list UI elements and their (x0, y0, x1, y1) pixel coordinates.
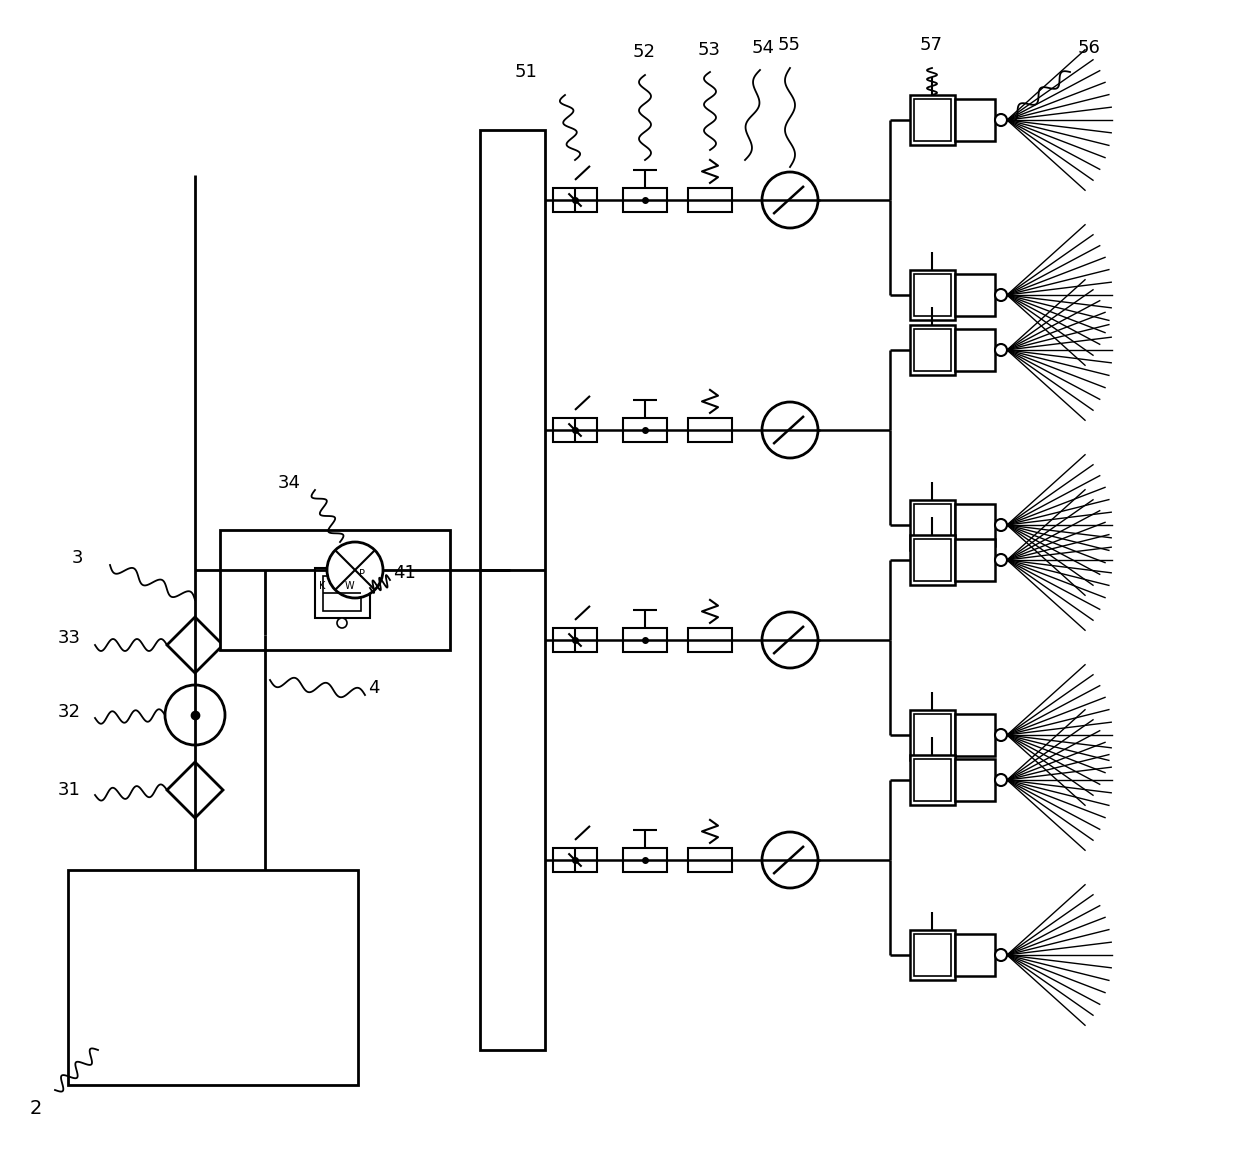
Circle shape (995, 554, 1007, 566)
Text: 31: 31 (58, 781, 81, 799)
Circle shape (995, 949, 1007, 961)
Text: 4: 4 (368, 679, 379, 697)
Text: 56: 56 (1078, 39, 1101, 57)
Bar (914, 714, 952, 756)
Text: 41: 41 (393, 564, 416, 582)
Bar (955, 329, 995, 371)
Text: 2: 2 (30, 1099, 42, 1117)
Circle shape (995, 344, 1007, 356)
Bar (688, 628, 732, 653)
Circle shape (995, 289, 1007, 301)
Circle shape (165, 685, 225, 745)
Circle shape (762, 832, 818, 888)
Bar (914, 504, 952, 546)
Bar (221, 530, 450, 650)
Text: W: W (344, 581, 354, 591)
Text: 55: 55 (778, 36, 800, 54)
Text: 33: 33 (58, 629, 81, 647)
Bar (955, 934, 995, 976)
Bar (909, 930, 955, 981)
Bar (909, 535, 955, 585)
Bar (623, 418, 667, 442)
Text: 57: 57 (921, 36, 943, 54)
Circle shape (995, 114, 1007, 126)
Bar (323, 576, 361, 611)
Bar (914, 934, 952, 976)
Bar (315, 568, 370, 618)
Bar (688, 188, 732, 212)
Bar (955, 714, 995, 756)
Text: 51: 51 (515, 63, 538, 81)
Bar (955, 274, 995, 316)
Bar (553, 418, 597, 442)
Text: 32: 32 (58, 704, 81, 721)
Circle shape (762, 612, 818, 668)
Circle shape (337, 618, 347, 628)
Bar (623, 628, 667, 653)
Bar (623, 188, 667, 212)
Circle shape (995, 774, 1007, 786)
Text: 34: 34 (278, 474, 301, 493)
Text: P: P (359, 569, 366, 580)
Text: 52: 52 (633, 43, 655, 61)
Bar (914, 274, 952, 316)
Text: K: K (318, 581, 326, 591)
Bar (688, 418, 732, 442)
Bar (955, 539, 995, 581)
Bar (909, 500, 955, 551)
Text: 3: 3 (72, 549, 83, 567)
Bar (479, 130, 545, 1050)
Bar (955, 99, 995, 141)
Circle shape (762, 402, 818, 458)
Bar (914, 759, 952, 801)
Circle shape (327, 542, 383, 598)
Text: 54: 54 (752, 39, 776, 57)
Bar (909, 325, 955, 376)
Bar (955, 504, 995, 546)
Polygon shape (167, 617, 223, 673)
Text: 53: 53 (698, 41, 721, 59)
Polygon shape (167, 761, 223, 818)
Bar (553, 848, 597, 872)
Bar (909, 95, 955, 145)
Bar (909, 755, 955, 806)
Bar (68, 870, 358, 1085)
Bar (914, 539, 952, 581)
Bar (909, 270, 955, 320)
Bar (914, 329, 952, 371)
Bar (914, 99, 952, 141)
Circle shape (995, 519, 1007, 531)
Circle shape (995, 729, 1007, 741)
Bar (553, 188, 597, 212)
Bar (688, 848, 732, 872)
Bar (623, 848, 667, 872)
Bar (909, 710, 955, 760)
Circle shape (762, 172, 818, 228)
Bar (955, 759, 995, 801)
Bar (553, 628, 597, 653)
